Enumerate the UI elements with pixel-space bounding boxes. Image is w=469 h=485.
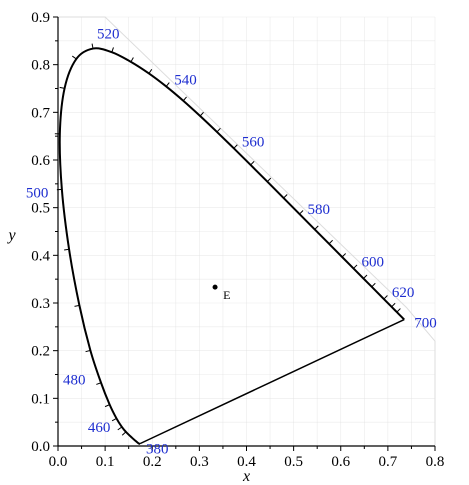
locus-tick [266,177,272,182]
y-tick-label: 0.2 [31,344,50,360]
wavelength-label-500: 500 [26,185,49,201]
y-tick-label: 0.8 [31,58,50,74]
y-tick-label: 0.1 [31,391,50,407]
y-tick-label: 0.6 [31,153,50,169]
locus-tick [216,127,221,133]
x-axis-label: x [242,468,250,485]
locus-tick [182,96,187,102]
locus-tick [383,295,388,300]
wavelength-label-600: 600 [361,254,384,270]
locus-tick [111,47,114,53]
x-tick-label: 0.5 [284,454,303,470]
points: E [212,284,230,302]
point-label: E [223,288,230,302]
x-tick-label: 0.8 [426,454,445,470]
spectral-locus-curve [58,47,405,445]
y-tick-label: 0.3 [31,296,50,312]
locus-tick [283,194,288,199]
y-tick-label: 0.4 [31,248,50,264]
wavelength-label-480: 480 [63,373,86,389]
locus-tick [148,69,153,74]
x-tick-label: 0.6 [331,454,350,470]
x-tick-label: 0.1 [96,454,115,470]
locus-tick [328,239,333,245]
spectral-locus [54,43,405,445]
locus-tick [85,349,91,353]
axes: 0.0 0.1 0.2 0.3 0.4 0.5 0.6 0.7 0.8 0.0 0.1 0.2 0.3 0… [31,10,444,470]
locus-tick [363,274,368,279]
wavelength-label-520: 520 [97,27,120,43]
locus-tick [104,404,110,408]
locus-tick [165,82,170,87]
wavelength-label-460: 460 [88,420,111,436]
locus-tick [111,418,117,422]
wavelength-label-560: 560 [242,134,264,150]
locus-tick [353,264,358,269]
x-tick-label: 0.3 [190,454,209,470]
wavelength-label-620: 620 [392,285,415,301]
locus-tick [233,144,238,149]
y-tick-label: 0.0 [31,439,50,455]
y-tick-label: 0.5 [31,201,50,217]
wavelength-label-540: 540 [174,72,197,88]
point-marker [212,284,218,290]
locus-tick [299,210,304,215]
wavelength-label-580: 580 [308,202,331,218]
locus-tick [130,57,134,63]
locus-tick [96,382,102,385]
locus-tick [314,225,319,230]
locus-tick [71,55,77,60]
locus-tick [391,302,396,308]
locus-tick [59,86,65,89]
x-tick-label: 0.7 [379,454,398,470]
x-tick-label: 0.4 [237,454,256,470]
line-of-purples [139,318,405,445]
x-tick-label: 0.2 [143,454,162,470]
y-tick-label: 0.7 [31,105,50,121]
locus-tick [250,161,255,166]
locus-tick [341,253,347,258]
locus-tick [117,426,123,431]
wavelength-label-380: 380 [146,442,169,458]
wavelength-label-700: 700 [414,316,437,332]
grid [57,16,436,447]
y-axis-label: y [6,227,16,244]
locus-tick [74,304,80,307]
locus-tick [91,43,94,49]
locus-tick [371,282,376,288]
locus-tick [199,111,204,117]
locus-tick [121,431,127,436]
x-tick-label: 0.0 [49,454,68,470]
locus-tick [64,248,70,251]
y-tick-label: 0.9 [31,10,50,26]
locus-tick [396,308,401,313]
wavelength-labels: 380 460 480 500 520 540 560 580 600 620 700 [26,27,437,458]
